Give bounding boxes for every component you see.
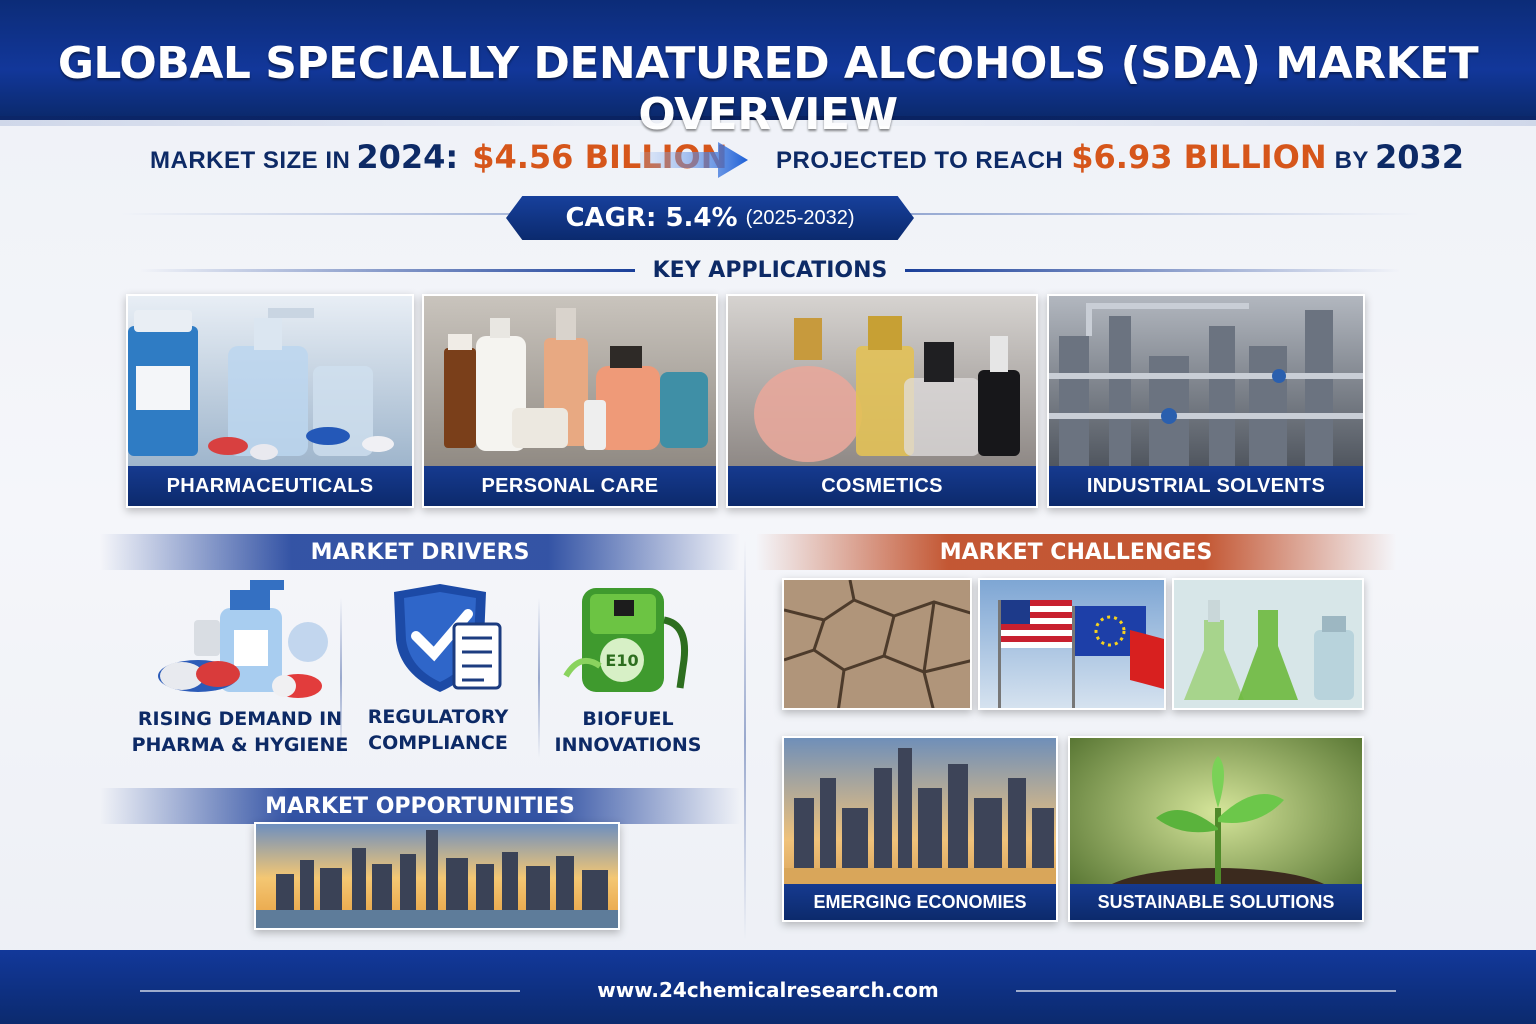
footer-rule-left (140, 990, 520, 992)
key-applications-title: KEY APPLICATIONS (652, 257, 888, 283)
projection-value: $6.93 BILLION (1071, 138, 1327, 176)
emerging-economies-tile: EMERGING ECONOMIES (782, 736, 1058, 922)
footer-bar: www.24chemicalresearch.com (0, 950, 1536, 1024)
app-label-industrial-solvents: INDUSTRIAL SOLVENTS (1049, 466, 1363, 506)
fuel-pump-icon: E10 (560, 580, 700, 696)
driver-pharma-line1: RISING DEMAND IN (137, 708, 343, 730)
driver-regulatory-line2: COMPLIANCE (368, 732, 508, 754)
market-challenges-title: MARKET CHALLENGES (939, 539, 1213, 565)
pharma-bottles-pills-icon (128, 296, 412, 470)
tile-label-emerging-economies: EMERGING ECONOMIES (784, 884, 1056, 920)
driver-separator (340, 598, 342, 758)
key-applications-header: KEY APPLICATIONS (140, 254, 1401, 286)
driver-regulatory-line1: REGULATORY (367, 706, 509, 728)
projection-stat: PROJECTED TO REACH $6.93 BILLION BY 2032 (776, 138, 1470, 188)
shield-checklist-icon (384, 584, 504, 694)
market-size-year: 2024: (356, 138, 459, 176)
industrial-pipes-icon (1049, 296, 1363, 470)
app-label-pharmaceuticals: PHARMACEUTICALS (128, 466, 412, 506)
app-card-personal-care: PERSONAL CARE (422, 294, 718, 508)
app-label-personal-care: PERSONAL CARE (424, 466, 716, 506)
pills-sanitizer-icon (158, 580, 328, 700)
footer-url[interactable]: www.24chemicalresearch.com (597, 978, 939, 1002)
cracked-earth-icon (782, 578, 972, 710)
app-card-industrial-solvents: INDUSTRIAL SOLVENTS (1047, 294, 1365, 508)
tile-label-sustainable-solutions: SUSTAINABLE SOLUTIONS (1070, 884, 1362, 920)
fuel-badge: E10 (605, 651, 638, 670)
market-challenges-header: MARKET CHALLENGES (756, 534, 1396, 570)
market-opportunities-title: MARKET OPPORTUNITIES (265, 793, 575, 819)
header-rule-left (140, 268, 635, 272)
driver-separator (538, 598, 540, 758)
flags-icon (978, 578, 1166, 710)
cagr-badge: CAGR: 5.4% (2025-2032) (506, 196, 914, 240)
driver-label-pharma: RISING DEMAND IN PHARMA & HYGIENE (120, 706, 360, 758)
title-banner: GLOBAL SPECIALLY DENATURED ALCOHOLS (SDA… (0, 0, 1536, 140)
driver-label-regulatory: REGULATORY COMPLIANCE (340, 704, 536, 756)
column-separator (744, 540, 746, 940)
care-bottles-icon (424, 296, 716, 470)
page-title: GLOBAL SPECIALLY DENATURED ALCOHOLS (SDA… (57, 38, 1479, 140)
lab-flasks-icon (1172, 578, 1364, 710)
driver-biofuel-line1: BIOFUEL (582, 708, 674, 730)
app-card-pharmaceuticals: PHARMACEUTICALS (126, 294, 414, 508)
market-drivers-title: MARKET DRIVERS (310, 539, 530, 565)
footer-rule-right (1016, 990, 1396, 992)
cagr-label: CAGR: 5.4% (565, 203, 738, 233)
projection-prefix: PROJECTED TO REACH (776, 147, 1064, 174)
cagr-period: (2025-2032) (745, 206, 855, 229)
driver-biofuel-line2: INNOVATIONS (554, 734, 702, 756)
app-card-cosmetics: COSMETICS (726, 294, 1038, 508)
arrow-right-icon (640, 142, 748, 178)
driver-pharma-line2: PHARMA & HYGIENE (131, 734, 349, 756)
perfume-bottles-icon (728, 296, 1036, 470)
city-skyline-icon (254, 822, 620, 930)
projection-by: BY (1334, 147, 1369, 174)
app-label-cosmetics: COSMETICS (728, 466, 1036, 506)
market-drivers-header: MARKET DRIVERS (100, 534, 740, 570)
sustainable-solutions-tile: SUSTAINABLE SOLUTIONS (1068, 736, 1364, 922)
driver-label-biofuel: BIOFUEL INNOVATIONS (536, 706, 720, 758)
market-size-prefix: MARKET SIZE IN (150, 147, 351, 174)
market-opportunities-header: MARKET OPPORTUNITIES (100, 788, 740, 824)
projection-year: 2032 (1374, 138, 1464, 176)
header-rule-right (905, 268, 1401, 272)
